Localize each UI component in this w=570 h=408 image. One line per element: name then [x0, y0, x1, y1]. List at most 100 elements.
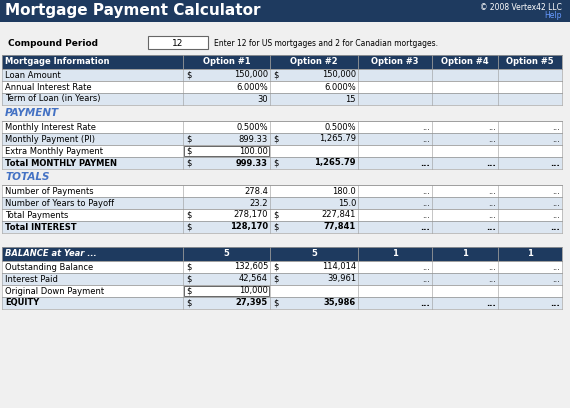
Text: 899.33: 899.33 [239, 135, 268, 144]
Text: 5: 5 [223, 250, 230, 259]
Text: 0.500%: 0.500% [237, 122, 268, 131]
Text: Option #1: Option #1 [203, 58, 250, 67]
Text: $: $ [186, 262, 192, 271]
Text: EQUITY: EQUITY [5, 299, 39, 308]
FancyBboxPatch shape [2, 209, 562, 221]
Text: ...: ... [552, 275, 560, 284]
Text: Enter 12 for US mortgages and 2 for Canadian mortgages.: Enter 12 for US mortgages and 2 for Cana… [214, 38, 438, 47]
Text: Option #5: Option #5 [506, 58, 554, 67]
Text: 227,841: 227,841 [321, 211, 356, 220]
Text: ...: ... [422, 199, 430, 208]
FancyBboxPatch shape [0, 169, 570, 185]
Text: ...: ... [488, 135, 496, 144]
Text: $: $ [186, 71, 192, 80]
Text: ...: ... [550, 299, 560, 308]
Text: 15: 15 [345, 95, 356, 104]
Text: Number of Payments: Number of Payments [5, 186, 93, 195]
Text: ...: ... [420, 158, 430, 168]
FancyBboxPatch shape [2, 221, 562, 233]
Text: 42,564: 42,564 [239, 275, 268, 284]
Text: $: $ [186, 275, 192, 284]
Text: 100.00: 100.00 [239, 146, 268, 155]
FancyBboxPatch shape [2, 297, 562, 309]
Text: $: $ [186, 146, 192, 155]
Text: Option #3: Option #3 [371, 58, 419, 67]
Text: 1,265.79: 1,265.79 [319, 135, 356, 144]
Text: ...: ... [488, 262, 496, 271]
Text: ...: ... [488, 186, 496, 195]
Text: ...: ... [422, 135, 430, 144]
Text: 12: 12 [172, 38, 184, 47]
FancyBboxPatch shape [2, 55, 562, 69]
Text: 128,170: 128,170 [230, 222, 268, 231]
FancyBboxPatch shape [2, 157, 562, 169]
Text: ...: ... [552, 122, 560, 131]
Text: $: $ [273, 222, 278, 231]
FancyBboxPatch shape [0, 105, 570, 121]
Text: ...: ... [552, 186, 560, 195]
Text: Interest Paid: Interest Paid [5, 275, 58, 284]
Text: ...: ... [488, 211, 496, 220]
Text: ...: ... [422, 122, 430, 131]
Text: Option #4: Option #4 [441, 58, 489, 67]
Text: 180.0: 180.0 [332, 186, 356, 195]
Text: $: $ [273, 135, 278, 144]
FancyBboxPatch shape [184, 146, 269, 156]
FancyBboxPatch shape [2, 133, 562, 145]
Text: ...: ... [422, 262, 430, 271]
Text: Monthly Interest Rate: Monthly Interest Rate [5, 122, 96, 131]
Text: ...: ... [552, 211, 560, 220]
FancyBboxPatch shape [2, 69, 562, 81]
Text: BALANCE at Year ...: BALANCE at Year ... [5, 250, 97, 259]
Text: Annual Interest Rate: Annual Interest Rate [5, 82, 92, 91]
FancyBboxPatch shape [2, 81, 562, 93]
Text: $: $ [273, 299, 278, 308]
FancyBboxPatch shape [2, 285, 562, 297]
Text: Monthly Payment (PI): Monthly Payment (PI) [5, 135, 95, 144]
Text: $: $ [273, 275, 278, 284]
Text: 1: 1 [462, 250, 468, 259]
Text: 77,841: 77,841 [324, 222, 356, 231]
FancyBboxPatch shape [2, 185, 562, 197]
Text: $: $ [273, 211, 278, 220]
FancyBboxPatch shape [2, 93, 562, 105]
Text: ...: ... [420, 299, 430, 308]
FancyBboxPatch shape [0, 22, 570, 408]
Text: $: $ [186, 158, 192, 168]
Text: 5: 5 [311, 250, 317, 259]
Text: Option #2: Option #2 [290, 58, 338, 67]
Text: Loan Amount: Loan Amount [5, 71, 61, 80]
Text: ...: ... [488, 199, 496, 208]
Text: Number of Years to Payoff: Number of Years to Payoff [5, 199, 114, 208]
FancyBboxPatch shape [0, 309, 570, 408]
Text: Compound Period: Compound Period [8, 38, 98, 47]
FancyBboxPatch shape [2, 145, 562, 157]
Text: TOTALS: TOTALS [5, 172, 50, 182]
Text: Help: Help [544, 11, 562, 20]
Text: $: $ [186, 286, 192, 295]
Text: ...: ... [420, 222, 430, 231]
Text: Total INTEREST: Total INTEREST [5, 222, 76, 231]
Text: ...: ... [422, 275, 430, 284]
FancyBboxPatch shape [0, 233, 570, 249]
Text: ...: ... [486, 299, 496, 308]
Text: 132,605: 132,605 [234, 262, 268, 271]
Text: $: $ [186, 299, 192, 308]
Text: 30: 30 [258, 95, 268, 104]
FancyBboxPatch shape [148, 36, 208, 49]
Text: ...: ... [486, 222, 496, 231]
Text: © 2008 Vertex42 LLC: © 2008 Vertex42 LLC [480, 2, 562, 11]
Text: ...: ... [552, 135, 560, 144]
Text: 0.500%: 0.500% [324, 122, 356, 131]
Text: ...: ... [550, 222, 560, 231]
FancyBboxPatch shape [2, 121, 562, 133]
Text: 10,000: 10,000 [239, 286, 268, 295]
Text: ...: ... [422, 186, 430, 195]
Text: 27,395: 27,395 [236, 299, 268, 308]
Text: 1: 1 [392, 250, 398, 259]
FancyBboxPatch shape [2, 197, 562, 209]
FancyBboxPatch shape [2, 261, 562, 273]
Text: 15.0: 15.0 [337, 199, 356, 208]
Text: Total Payments: Total Payments [5, 211, 68, 220]
Text: 6.000%: 6.000% [236, 82, 268, 91]
